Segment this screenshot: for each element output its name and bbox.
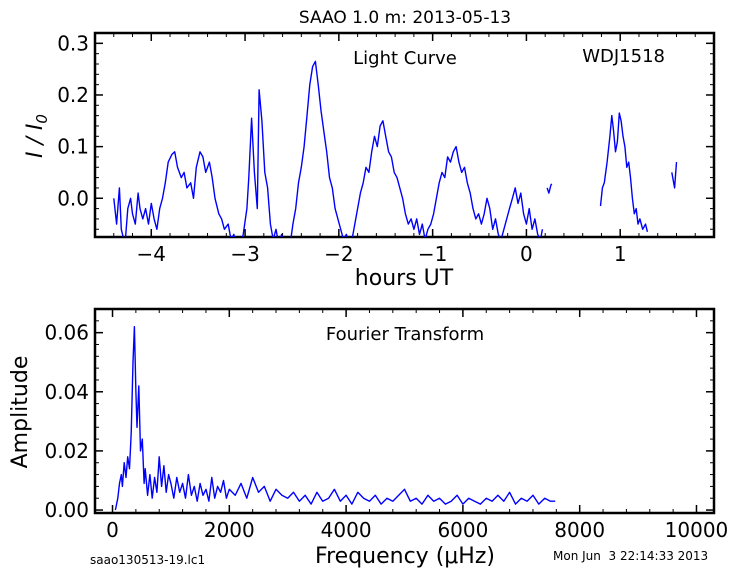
x-tick-label: −1 xyxy=(418,242,447,266)
light-curve-series-segment xyxy=(546,183,553,194)
light-curve-series-segment xyxy=(671,162,678,189)
fourier-series-line xyxy=(114,326,556,511)
fourier-ylabel-group: Amplitude xyxy=(8,356,33,469)
svg-text:I / I0: I / I0 xyxy=(23,114,51,158)
light-curve-ylabel: I / I0 xyxy=(23,114,51,158)
x-tick-label: −4 xyxy=(137,242,166,266)
x-tick-label: 6000 xyxy=(437,518,488,542)
y-tick-label: 0.04 xyxy=(44,380,89,404)
x-tick-label: 2000 xyxy=(204,518,255,542)
fourier-xlabel: Frequency (μHz) xyxy=(315,544,495,569)
y-tick-label: 0.06 xyxy=(44,321,89,345)
y-tick-label: 0.3 xyxy=(57,31,89,55)
y-tick-label: 0.1 xyxy=(57,135,89,159)
x-tick-label: 4000 xyxy=(321,518,372,542)
object-label: WDJ1518 xyxy=(582,46,665,67)
light-curve-series-segment xyxy=(113,60,544,237)
light-curve-series-segment xyxy=(656,236,658,237)
fourier-ylabel: Amplitude xyxy=(8,356,33,469)
x-tick-label: −2 xyxy=(324,242,353,266)
light-curve-frame xyxy=(93,31,716,239)
y-tick-label: 0.00 xyxy=(44,498,89,522)
light-curve-xlabel: hours UT xyxy=(355,266,454,291)
x-tick-label: 10000 xyxy=(665,518,729,542)
y-tick-label: 0.0 xyxy=(57,186,89,210)
x-tick-label: 0 xyxy=(520,242,533,266)
light-curve-panel: −4 −3 −2 −1 0 1 0.0 0.1 0.2 0.3 Light Curve WDJ15… xyxy=(23,31,716,291)
figure-title: SAAO 1.0 m: 2013-05-13 xyxy=(299,8,511,28)
x-tick-label: 1 xyxy=(614,242,627,266)
x-tick-label: 8000 xyxy=(554,518,605,542)
y-tick-label: 0.02 xyxy=(44,439,89,463)
x-tick-label: −3 xyxy=(230,242,259,266)
x-tick-label: 0 xyxy=(106,518,119,542)
fourier-panel: 0 2000 4000 6000 8000 10000 0.00 0.02 0.04 0.06 F… xyxy=(8,307,729,569)
light-curve-title: Light Curve xyxy=(353,48,457,69)
file-label: saao130513-19.lc1 xyxy=(90,553,206,567)
light-curve-series-segment xyxy=(599,112,649,232)
y-tick-label: 0.2 xyxy=(57,83,89,107)
fourier-frame xyxy=(93,307,716,515)
timestamp: Mon Jun 3 22:14:33 2013 xyxy=(553,549,709,563)
fourier-title: Fourier Transform xyxy=(326,324,484,345)
